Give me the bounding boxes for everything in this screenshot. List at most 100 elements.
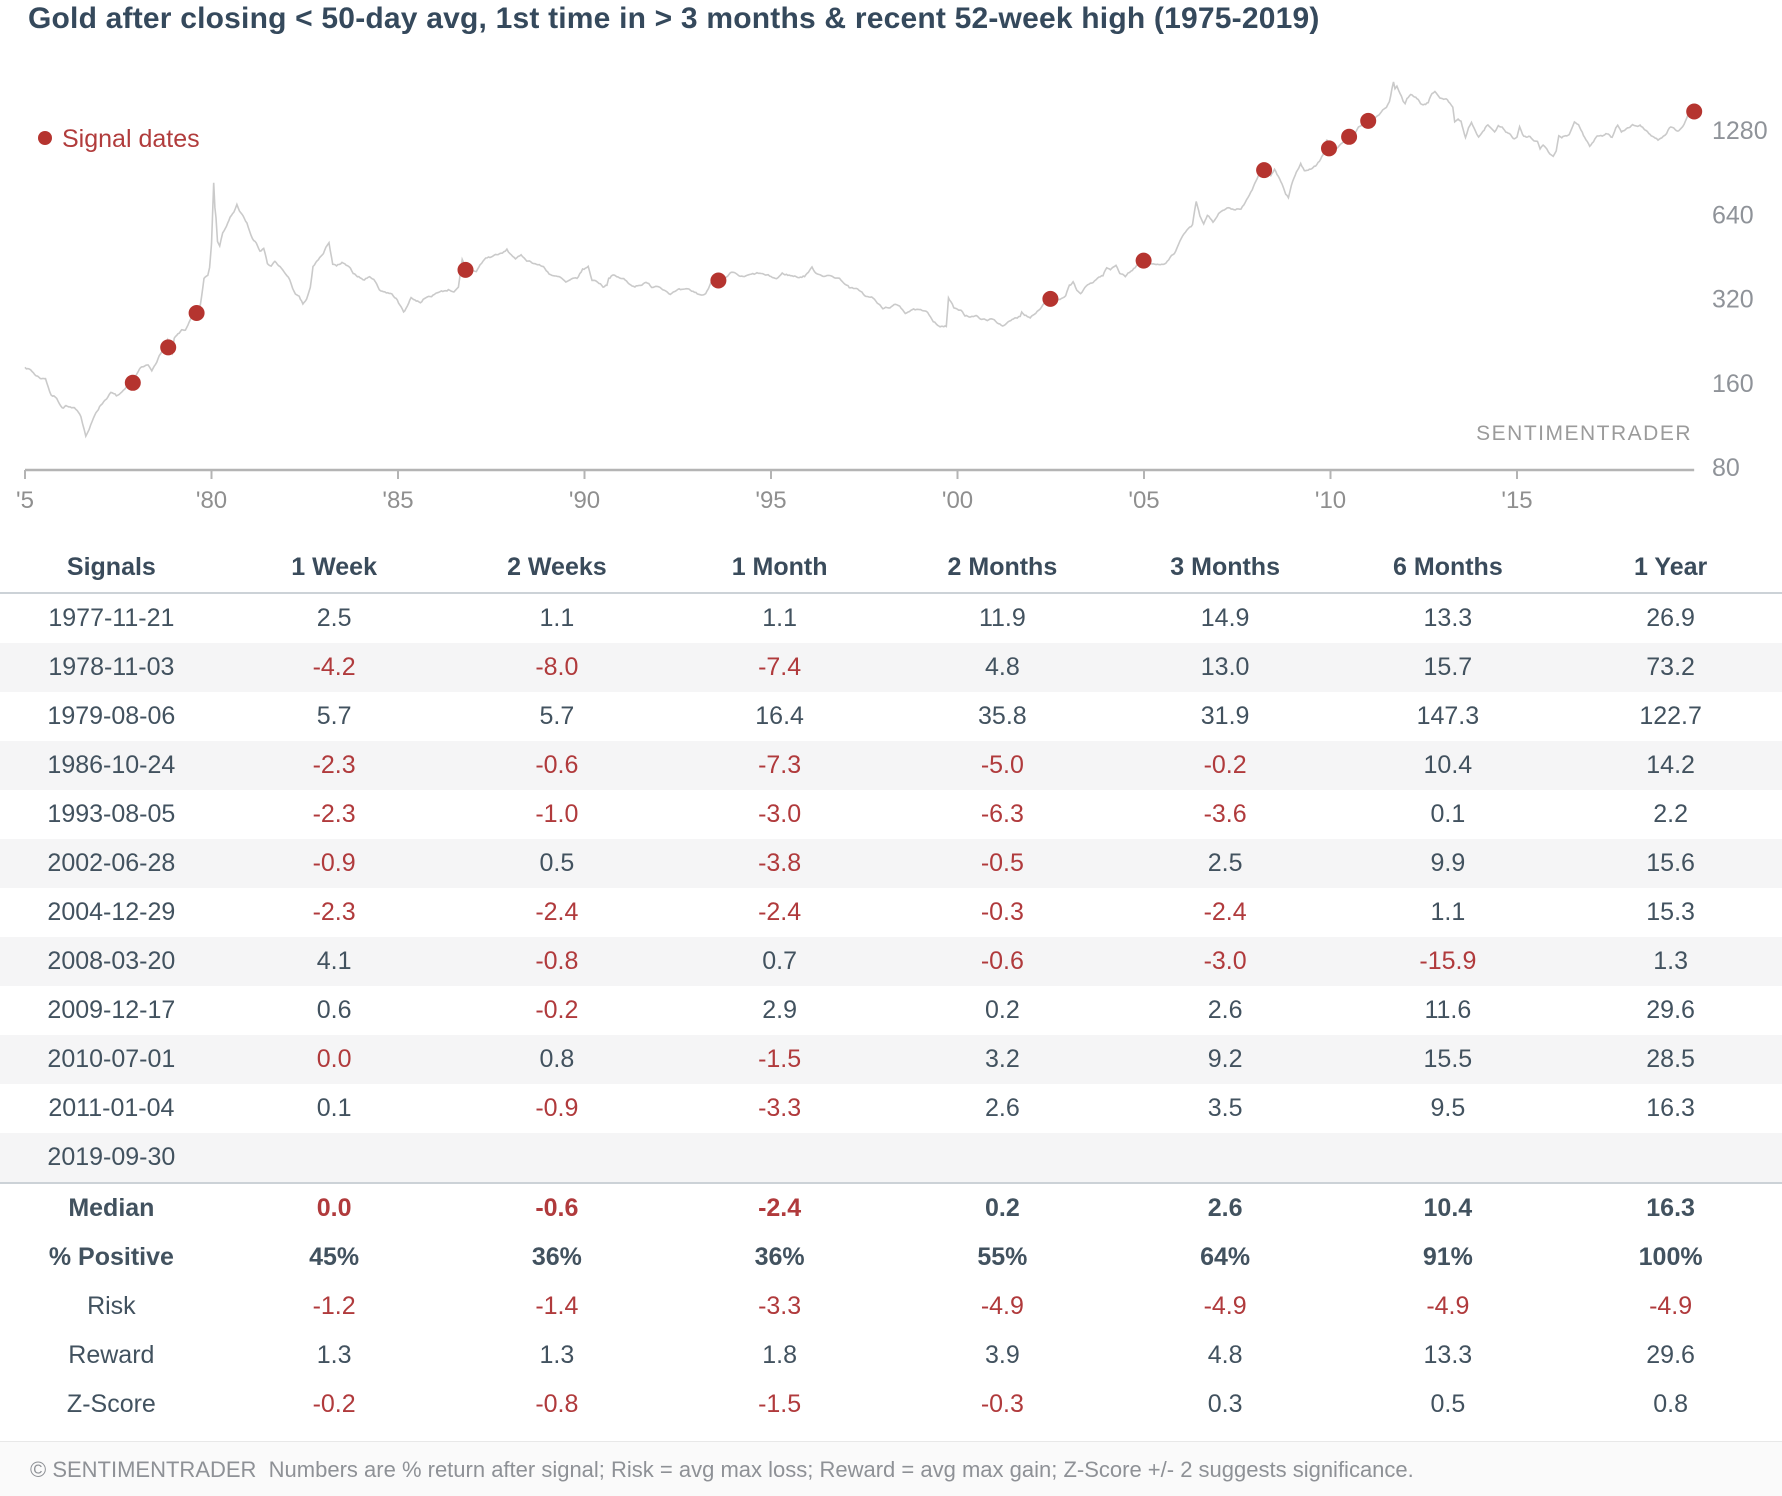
value-cell: 55% — [977, 1243, 1028, 1271]
x-axis-tick-label: '80 — [196, 487, 227, 514]
value-cell: -3.0 — [1203, 947, 1247, 975]
value-cell: 1.3 — [1653, 947, 1688, 975]
value-cell: -4.9 — [1203, 1292, 1247, 1320]
value-cell: 0.2 — [984, 996, 1020, 1024]
signal-dot — [1135, 252, 1152, 269]
value-cell: 28.5 — [1646, 1045, 1695, 1073]
value-cell: -0.6 — [980, 947, 1024, 975]
value-cell: 3.5 — [1207, 1094, 1243, 1122]
value-cell: 0.8 — [539, 1045, 575, 1073]
value-cell: 5.7 — [316, 702, 352, 730]
signal-date: 2010-07-01 — [47, 1045, 176, 1073]
value-cell — [1337, 1133, 1560, 1183]
value-cell: -6.3 — [980, 800, 1024, 828]
value-cell: -0.2 — [312, 1390, 356, 1418]
value-cell: 4.8 — [984, 653, 1020, 681]
summary-row: Risk -1.2 -1.4 -3.3 -4.9 -4.9 -4.9 -4.9 — [0, 1282, 1782, 1331]
value-cell: 26.9 — [1646, 604, 1695, 632]
value-cell: 147.3 — [1416, 702, 1480, 730]
value-cell: -3.0 — [758, 800, 802, 828]
value-cell: -4.9 — [980, 1292, 1024, 1320]
signal-dot — [1321, 140, 1337, 157]
signal-date: 2011-01-04 — [48, 1094, 175, 1122]
value-cell: -15.9 — [1419, 947, 1477, 975]
legend-label: Signal dates — [62, 125, 200, 153]
table-row: 1977-11-21 2.5 1.1 1.1 11.9 14.9 13.3 26.9 — [0, 593, 1782, 643]
value-cell: 29.6 — [1646, 1341, 1695, 1369]
value-cell: -0.6 — [535, 751, 579, 779]
table-row: 2009-12-17 0.6 -0.2 2.9 0.2 2.6 11.6 29.6 — [0, 986, 1782, 1035]
value-cell: 1.3 — [316, 1341, 352, 1369]
table-row: 2002-06-28 -0.9 0.5 -3.8 -0.5 2.5 9.9 15.6 — [0, 839, 1782, 888]
value-cell: 1.3 — [539, 1341, 575, 1369]
column-header: 1 Week — [222, 542, 446, 594]
footer-text: © SENTIMENTRADER Numbers are % return af… — [30, 1456, 1414, 1482]
y-axis-tick-label: 1280 — [1712, 117, 1768, 145]
value-cell: -4.9 — [1426, 1292, 1470, 1320]
value-cell: 3.9 — [984, 1341, 1020, 1369]
value-cell: 2.6 — [984, 1094, 1020, 1122]
value-cell: 0.1 — [316, 1094, 352, 1122]
value-cell: -0.2 — [535, 996, 579, 1024]
value-cell: 2.9 — [762, 996, 797, 1024]
value-cell: 16.3 — [1646, 1094, 1695, 1122]
summary-row: % Positive 45% 36% 36% 55% 64% 91% 100% — [0, 1233, 1782, 1282]
value-cell: 4.1 — [316, 947, 352, 975]
signal-date: 2009-12-17 — [47, 996, 176, 1024]
table-row: 1993-08-05 -2.3 -1.0 -3.0 -6.3 -3.6 0.1 2.2 — [0, 790, 1782, 839]
value-cell: -1.5 — [758, 1390, 802, 1418]
table-row: 1979-08-06 5.7 5.7 16.4 35.8 31.9 147.3 122.7 — [0, 692, 1782, 741]
value-cell: 13.3 — [1423, 1341, 1473, 1369]
value-cell: 9.2 — [1207, 1045, 1243, 1073]
value-cell: -4.9 — [1649, 1292, 1693, 1320]
value-cell: -8.0 — [535, 653, 579, 681]
signal-dot — [457, 261, 474, 278]
value-cell: -5.0 — [980, 751, 1024, 779]
value-cell: 2.5 — [1207, 849, 1243, 877]
value-cell — [1559, 1133, 1782, 1183]
returns-table: Signals 1 Week 2 Weeks 1 Month 2 Months 3 Mon… — [0, 542, 1782, 1429]
value-cell: 5.7 — [539, 702, 575, 730]
signal-dot — [1360, 112, 1377, 129]
value-cell: 2.6 — [1113, 1182, 1337, 1233]
value-cell: -0.8 — [535, 1390, 579, 1418]
value-cell: 15.5 — [1423, 1045, 1473, 1073]
value-cell: -0.6 — [445, 1182, 669, 1233]
value-cell: 100% — [1638, 1243, 1703, 1271]
value-cell: -2.3 — [312, 751, 356, 779]
signal-dot — [1686, 103, 1703, 120]
value-cell: -1.4 — [535, 1292, 579, 1320]
legend-dot-icon — [38, 131, 52, 145]
value-cell: 2.5 — [316, 604, 352, 632]
value-cell: 2.2 — [1653, 800, 1688, 828]
value-cell: -3.6 — [1203, 800, 1247, 828]
column-header: 3 Months — [1113, 542, 1337, 594]
value-cell: 31.9 — [1200, 702, 1250, 730]
signal-date: 1978-11-03 — [48, 653, 175, 681]
value-cell: 36% — [531, 1243, 582, 1271]
summary-label: Risk — [87, 1292, 136, 1320]
signal-date: 1986-10-24 — [47, 751, 176, 779]
summary-row: Reward 1.3 1.3 1.8 3.9 4.8 13.3 29.6 — [0, 1331, 1782, 1380]
value-cell: -2.4 — [668, 1182, 891, 1233]
price-line — [24, 81, 1695, 439]
value-cell: 29.6 — [1646, 996, 1695, 1024]
value-cell: 0.0 — [222, 1182, 446, 1233]
value-cell: 1.1 — [762, 604, 797, 632]
value-cell: 45% — [309, 1243, 360, 1271]
table-row: 2011-01-04 0.1 -0.9 -3.3 2.6 3.5 9.5 16.3 — [0, 1084, 1782, 1133]
value-cell: 0.1 — [1430, 800, 1466, 828]
x-axis-tick-label: '5 — [16, 487, 34, 514]
value-cell: 0.5 — [539, 849, 575, 877]
signal-date: 2004-12-29 — [47, 898, 176, 926]
value-cell: 0.6 — [316, 996, 352, 1024]
summary-label: Median — [0, 1182, 223, 1233]
value-cell: 15.3 — [1646, 898, 1695, 926]
value-cell: -0.5 — [980, 849, 1024, 877]
value-cell: -3.3 — [758, 1094, 802, 1122]
value-cell: 0.8 — [1653, 1390, 1688, 1418]
value-cell: -0.3 — [980, 1390, 1024, 1418]
value-cell: 13.0 — [1200, 653, 1250, 681]
value-cell: -2.3 — [312, 898, 356, 926]
signal-date: 1993-08-05 — [47, 800, 176, 828]
